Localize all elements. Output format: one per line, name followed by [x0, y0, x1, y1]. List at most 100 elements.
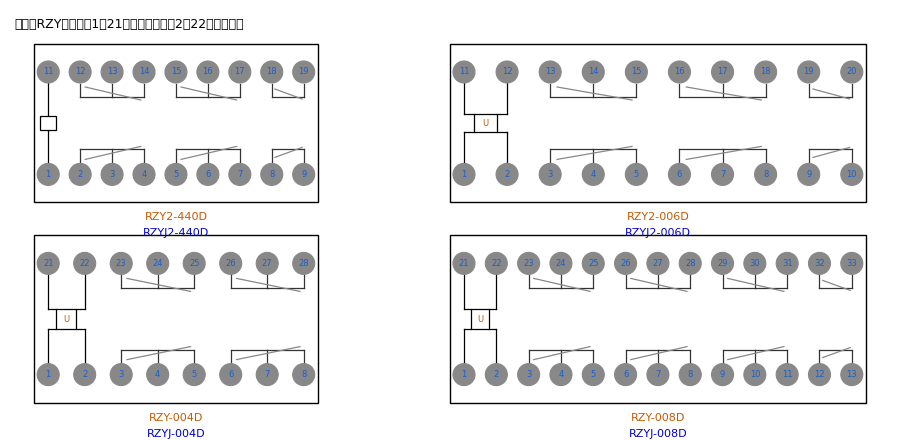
Circle shape: [582, 163, 604, 185]
Text: 2: 2: [505, 170, 509, 179]
Text: 1: 1: [462, 370, 466, 379]
Text: 1: 1: [46, 170, 50, 179]
Text: 16: 16: [674, 67, 685, 77]
Text: 24: 24: [152, 259, 163, 268]
Circle shape: [841, 163, 863, 185]
Text: 7: 7: [720, 170, 725, 179]
Circle shape: [626, 163, 647, 185]
Bar: [450, 235, 866, 403]
Text: 21: 21: [43, 259, 53, 268]
Circle shape: [292, 61, 315, 83]
Text: 注意：RZY系列端子1与21内部直通，端子2与22内部直通。: 注意：RZY系列端子1与21内部直通，端子2与22内部直通。: [14, 18, 244, 31]
Text: 6: 6: [205, 170, 211, 179]
Text: 14: 14: [588, 67, 598, 77]
Text: 18: 18: [266, 67, 277, 77]
Bar: [450, 44, 866, 202]
Circle shape: [615, 363, 636, 385]
Text: 18: 18: [760, 67, 771, 77]
Text: 12: 12: [502, 67, 512, 77]
Circle shape: [101, 163, 123, 185]
Text: 6: 6: [228, 370, 233, 379]
Text: 17: 17: [235, 67, 245, 77]
Text: 31: 31: [782, 259, 793, 268]
Circle shape: [496, 163, 518, 185]
Text: U: U: [63, 315, 69, 323]
Text: 6: 6: [623, 370, 628, 379]
Circle shape: [712, 163, 733, 185]
Text: 13: 13: [107, 67, 117, 77]
Text: 5: 5: [192, 370, 197, 379]
Circle shape: [669, 163, 690, 185]
Circle shape: [808, 363, 831, 385]
Circle shape: [69, 61, 91, 83]
Circle shape: [165, 163, 187, 185]
Text: RZY-004D: RZY-004D: [148, 413, 203, 422]
Bar: [472, 309, 489, 329]
Text: 27: 27: [262, 259, 273, 268]
Bar: [34, 235, 318, 403]
Text: U: U: [482, 119, 489, 128]
Text: 24: 24: [555, 259, 566, 268]
Circle shape: [256, 253, 278, 275]
Text: 2: 2: [77, 170, 83, 179]
Circle shape: [69, 163, 91, 185]
Circle shape: [841, 61, 863, 83]
Circle shape: [754, 163, 777, 185]
Text: 11: 11: [459, 67, 469, 77]
Text: 8: 8: [269, 170, 274, 179]
Circle shape: [453, 253, 475, 275]
Circle shape: [680, 363, 701, 385]
Text: 15: 15: [631, 67, 642, 77]
Text: RZY2-440D: RZY2-440D: [144, 213, 207, 222]
Circle shape: [808, 253, 831, 275]
Text: RZY-008D: RZY-008D: [631, 413, 685, 422]
Text: 8: 8: [763, 170, 769, 179]
Circle shape: [256, 363, 278, 385]
Circle shape: [776, 363, 798, 385]
Text: 5: 5: [590, 370, 596, 379]
Circle shape: [453, 163, 475, 185]
Text: 25: 25: [588, 259, 598, 268]
Circle shape: [539, 163, 562, 185]
Circle shape: [669, 61, 690, 83]
Circle shape: [74, 253, 95, 275]
Text: 4: 4: [155, 370, 160, 379]
Text: 29: 29: [717, 259, 728, 268]
Text: 9: 9: [720, 370, 725, 379]
Text: 7: 7: [265, 370, 270, 379]
Text: 20: 20: [847, 67, 857, 77]
Text: 11: 11: [782, 370, 792, 379]
Circle shape: [841, 253, 863, 275]
Circle shape: [776, 253, 798, 275]
Text: 19: 19: [299, 67, 309, 77]
Circle shape: [101, 61, 123, 83]
Bar: [57, 309, 76, 329]
Circle shape: [147, 253, 168, 275]
Text: 4: 4: [141, 170, 147, 179]
Circle shape: [550, 253, 572, 275]
Text: 22: 22: [79, 259, 90, 268]
Text: 10: 10: [847, 170, 857, 179]
Circle shape: [841, 363, 863, 385]
Text: 12: 12: [814, 370, 824, 379]
Text: 3: 3: [110, 170, 115, 179]
Circle shape: [518, 363, 540, 385]
Circle shape: [110, 253, 132, 275]
Circle shape: [797, 61, 820, 83]
Text: 10: 10: [750, 370, 760, 379]
Circle shape: [229, 61, 251, 83]
Text: 2: 2: [82, 370, 87, 379]
Text: 16: 16: [202, 67, 213, 77]
Circle shape: [110, 363, 132, 385]
Circle shape: [647, 363, 669, 385]
Circle shape: [37, 61, 59, 83]
Circle shape: [647, 253, 669, 275]
Circle shape: [743, 253, 766, 275]
Text: 7: 7: [237, 170, 242, 179]
Circle shape: [550, 363, 572, 385]
Text: 1: 1: [462, 170, 466, 179]
Text: 23: 23: [523, 259, 534, 268]
Circle shape: [453, 363, 475, 385]
Text: 5: 5: [174, 170, 178, 179]
Text: 4: 4: [558, 370, 563, 379]
